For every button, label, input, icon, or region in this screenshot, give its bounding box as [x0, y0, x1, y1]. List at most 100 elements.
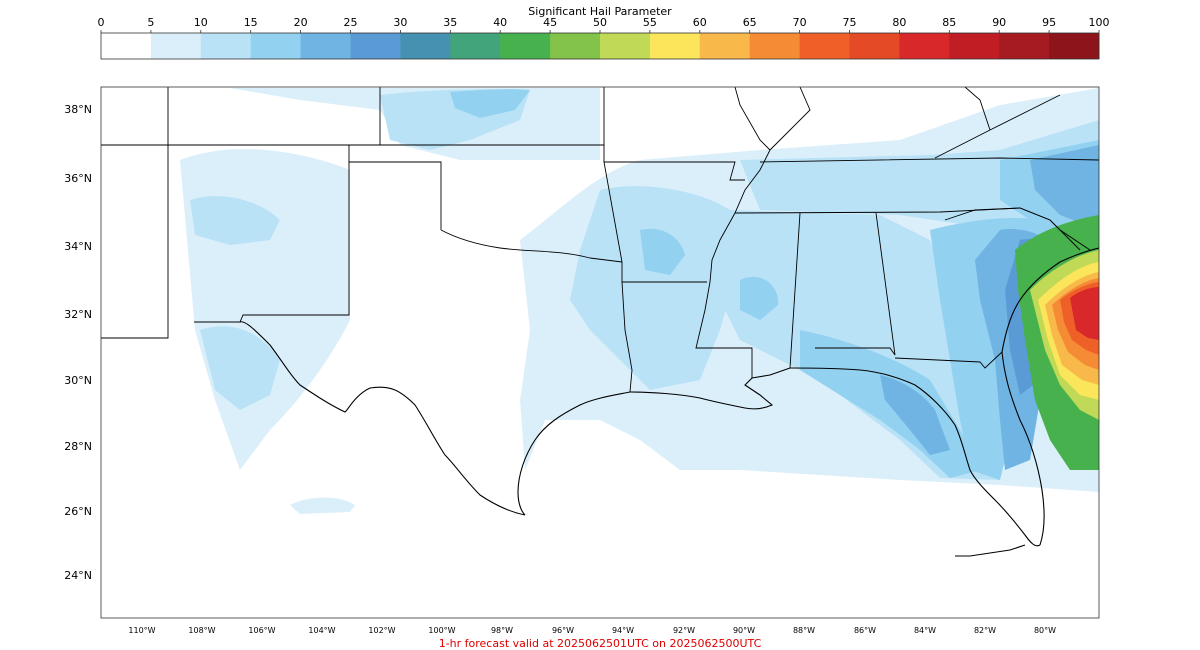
lon-label: 110°W: [128, 626, 155, 635]
mississippi-alabama-border: [789, 212, 801, 369]
shade-level-15: [450, 89, 530, 118]
missouri-arkansas-border: [604, 161, 745, 181]
lat-label: 38°N: [64, 103, 92, 116]
lon-label: 86°W: [854, 626, 876, 635]
lon-label: 96°W: [552, 626, 574, 635]
colorbar-swatch: [1049, 33, 1100, 59]
lon-label: 102°W: [368, 626, 395, 635]
lon-label: 84°W: [914, 626, 936, 635]
colorbar-swatch: [949, 33, 1000, 59]
longitude-labels: 110°W 108°W 106°W 104°W 102°W 100°W 98°W…: [128, 626, 1056, 635]
colorbar-tick-label: 95: [1042, 16, 1056, 29]
colorbar-title: Significant Hail Parameter: [528, 5, 672, 18]
lon-label: 92°W: [673, 626, 695, 635]
shade-level-15: [640, 228, 685, 275]
colorbar-swatch: [799, 33, 850, 59]
colorbar-swatch: [550, 33, 601, 59]
carolinas-border: [1019, 207, 1091, 251]
colorbar-tick-label: 50: [593, 16, 607, 29]
colorbar-tick-label: 5: [147, 16, 154, 29]
colorbar-swatches: [101, 33, 1100, 59]
colorbar-swatch: [150, 33, 202, 59]
louisiana-coastline: [629, 367, 791, 410]
shade-level-10: [190, 196, 280, 245]
lat-label: 24°N: [64, 569, 92, 582]
colorbar: Significant Hail Parameter 0 5 10 15 20 25 30 3…: [98, 5, 1110, 60]
lon-label: 80°W: [1034, 626, 1056, 635]
georgia-florida-border: [894, 351, 1003, 369]
colorbar-swatch: [450, 33, 501, 59]
mississippi-river-border: [695, 149, 771, 378]
colorbar-tick-label: 0: [98, 16, 105, 29]
lon-label: 94°W: [612, 626, 634, 635]
texas-coastline: [517, 391, 631, 516]
lat-label: 32°N: [64, 308, 92, 321]
colorbar-tick-label: 25: [344, 16, 358, 29]
colorbar-swatch: [250, 33, 301, 59]
lat-label: 28°N: [64, 440, 92, 453]
colorbar-swatch: [699, 33, 751, 59]
colorbar-swatch: [999, 33, 1050, 59]
red-river-border: [440, 229, 623, 263]
colorbar-tick-label: 65: [743, 16, 757, 29]
lat-label: 30°N: [64, 374, 92, 387]
colorbar-tick-label: 10: [194, 16, 208, 29]
four-corners-border: [101, 87, 169, 339]
texas-louisiana-border: [621, 281, 633, 393]
lon-label: 108°W: [188, 626, 215, 635]
colorbar-swatch: [600, 33, 651, 59]
lat-label: 34°N: [64, 240, 92, 253]
colorbar-tick-label: 40: [493, 16, 507, 29]
colorbar-tick-label: 85: [942, 16, 956, 29]
colorbar-tick-label: 55: [643, 16, 657, 29]
colorbar-swatch: [200, 33, 252, 59]
lon-label: 88°W: [793, 626, 815, 635]
colorbar-swatch: [400, 33, 451, 59]
shade-level-5: [290, 497, 355, 514]
state-borders: [101, 87, 1099, 393]
colorbar-swatch: [101, 33, 152, 59]
colorbar-swatch: [749, 33, 800, 59]
colorbar-ticks: 0 5 10 15 20 25 30 35 40 45 50 55 60 65 70 75 80 85 90 95 10…: [98, 16, 1110, 33]
map-panel: 38°N 36°N 34°N 32°N 30°N 28°N 26°N 24°N …: [64, 86, 1100, 635]
lat-label: 26°N: [64, 505, 92, 518]
colorbar-swatch: [899, 33, 950, 59]
florida-atlantic-coast: [1001, 247, 1099, 546]
shade-level-20: [1030, 145, 1099, 230]
forecast-valid-time: 1-hr forecast valid at 2025062501UTC on …: [439, 637, 762, 650]
colorbar-tick-label: 80: [892, 16, 906, 29]
rio-grande-border: [239, 321, 526, 516]
lon-label: 90°W: [733, 626, 755, 635]
tennessee-northern-border: [759, 157, 1099, 163]
alabama-georgia-border: [815, 212, 896, 356]
lon-label: 82°W: [974, 626, 996, 635]
northeast-states-border: [734, 87, 1061, 159]
colorbar-swatch: [849, 33, 900, 59]
colorbar-swatch: [500, 33, 551, 59]
colorbar-tick-label: 30: [393, 16, 407, 29]
colorbar-tick-label: 100: [1089, 16, 1110, 29]
colorbar-tick-label: 60: [693, 16, 707, 29]
colorbar-swatch: [350, 33, 401, 59]
lon-label: 104°W: [308, 626, 335, 635]
shade-level-20: [880, 375, 950, 455]
colorbar-tick-label: 70: [793, 16, 807, 29]
colorbar-swatch: [300, 33, 351, 59]
florida-keys: [955, 544, 1026, 557]
colorbar-tick-label: 75: [843, 16, 857, 29]
lon-label: 100°W: [428, 626, 455, 635]
gulf-coast-alabama-florida: [789, 367, 1041, 547]
shade-level-80: [1070, 287, 1099, 340]
colorbar-tick-label: 15: [244, 16, 258, 29]
colorbar-tick-label: 90: [992, 16, 1006, 29]
latitude-labels: 38°N 36°N 34°N 32°N 30°N 28°N 26°N 24°N: [64, 103, 92, 582]
colorbar-tick-label: 35: [443, 16, 457, 29]
shaded-field: [180, 88, 1099, 514]
coastline: [239, 247, 1099, 557]
lat-label: 36°N: [64, 172, 92, 185]
shade-level-10: [200, 326, 280, 410]
map-frame: [100, 86, 1100, 619]
lon-label: 106°W: [248, 626, 275, 635]
shade-level-15: [740, 276, 779, 320]
